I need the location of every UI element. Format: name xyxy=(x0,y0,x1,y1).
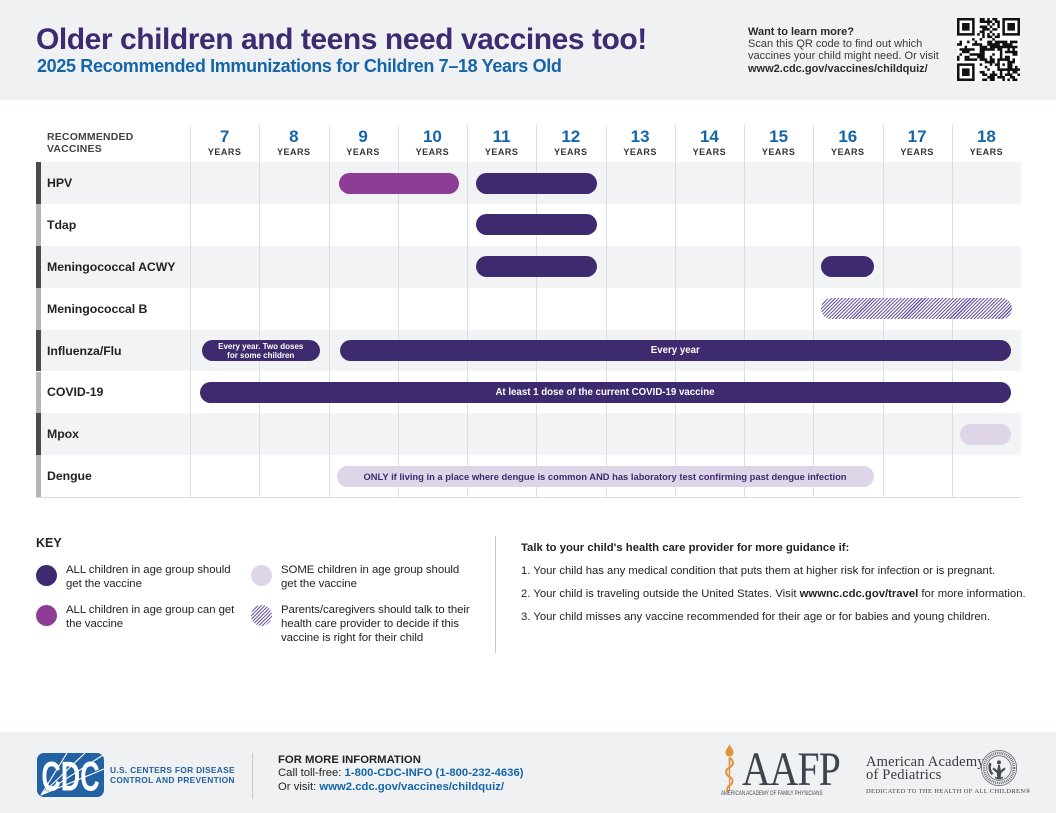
svg-text:CDC: CDC xyxy=(41,754,99,797)
